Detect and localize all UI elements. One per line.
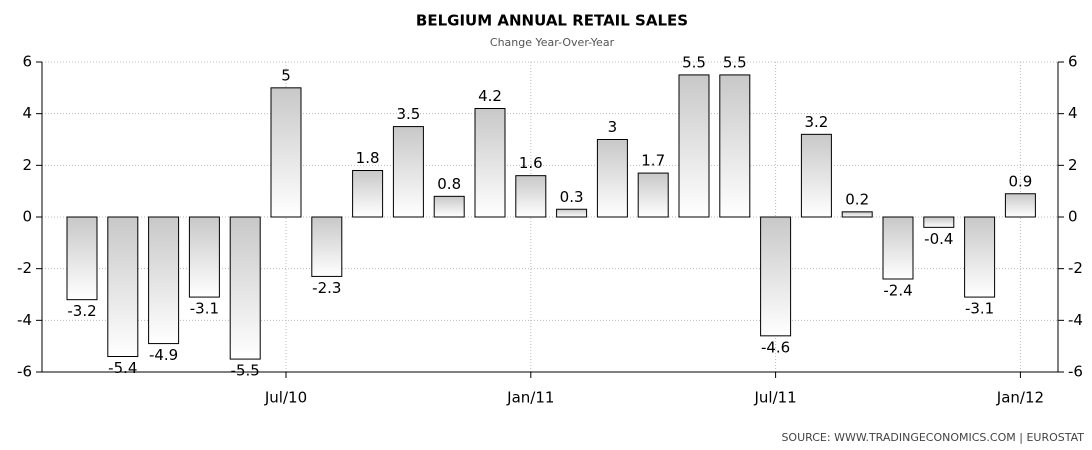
value-label: 5 (281, 66, 291, 84)
bar (800, 133, 832, 218)
value-label: 3.2 (804, 113, 828, 131)
y2-tick-label: -2 (1068, 259, 1083, 277)
x-tick-label: Jan/12 (996, 389, 1044, 407)
x-tick-label: Jan/11 (506, 389, 554, 407)
y-tick-label: 4 (22, 104, 32, 122)
bar (352, 170, 384, 218)
bar (148, 216, 180, 345)
value-label: 4.2 (478, 87, 502, 105)
value-label: -2.3 (312, 279, 341, 297)
bar (433, 195, 465, 218)
y2-tick-label: -6 (1068, 363, 1083, 381)
value-label: 1.8 (356, 149, 380, 167)
value-label: -3.1 (190, 300, 219, 318)
bar (515, 175, 547, 218)
y2-tick-label: 4 (1068, 104, 1078, 122)
chart-subtitle: Change Year-Over-Year (490, 36, 615, 49)
y-tick-label: -2 (17, 259, 32, 277)
value-label: -3.2 (67, 302, 96, 320)
bar (637, 172, 669, 218)
bar (107, 216, 139, 357)
bar (923, 216, 955, 228)
bar (474, 108, 506, 218)
bar (66, 216, 98, 301)
y2-tick-label: 6 (1068, 53, 1078, 71)
bar (841, 211, 873, 218)
value-label: 0.9 (1008, 172, 1032, 190)
y-tick-label: -4 (17, 311, 32, 329)
bar (964, 216, 996, 298)
bar (760, 216, 792, 337)
value-label: 3.5 (396, 105, 420, 123)
bar (556, 208, 588, 218)
y-tick-label: 2 (22, 156, 32, 174)
bar (678, 74, 710, 218)
bar (596, 139, 628, 218)
bar (270, 87, 302, 218)
value-label: 5.5 (723, 53, 747, 71)
y2-tick-label: -4 (1068, 311, 1083, 329)
value-label: -3.1 (965, 300, 994, 318)
value-label: 1.6 (519, 154, 543, 172)
value-label: -0.4 (924, 230, 953, 248)
value-label: 1.7 (641, 152, 665, 170)
value-label: -4.9 (149, 346, 178, 364)
bar (882, 216, 914, 280)
y-tick-label: 0 (22, 208, 32, 226)
value-label: 3 (608, 118, 618, 136)
x-tick-label: Jul/11 (753, 389, 796, 407)
value-label: -4.6 (761, 338, 790, 356)
source: SOURCE: WWW.TRADINGECONOMICS.COM | EUROS… (781, 431, 1084, 444)
value-label: -5.4 (108, 359, 137, 377)
y2-tick-label: 0 (1068, 208, 1078, 226)
bar (392, 126, 424, 218)
value-label: 0.8 (437, 175, 461, 193)
y-tick-label: -6 (17, 363, 32, 381)
bar (188, 216, 220, 298)
value-label: 5.5 (682, 53, 706, 71)
chart-title: BELGIUM ANNUAL RETAIL SALES (416, 12, 688, 30)
value-label: -5.5 (231, 362, 260, 380)
value-label: 0.3 (560, 188, 584, 206)
value-label: 0.2 (845, 190, 869, 208)
y-tick-label: 6 (22, 53, 32, 71)
y2-tick-label: 2 (1068, 156, 1078, 174)
bar (719, 74, 751, 218)
bar (311, 216, 343, 277)
x-tick-label: Jul/10 (264, 389, 307, 407)
value-label: -2.4 (883, 282, 912, 300)
bar (229, 216, 261, 360)
bar (1004, 193, 1036, 218)
